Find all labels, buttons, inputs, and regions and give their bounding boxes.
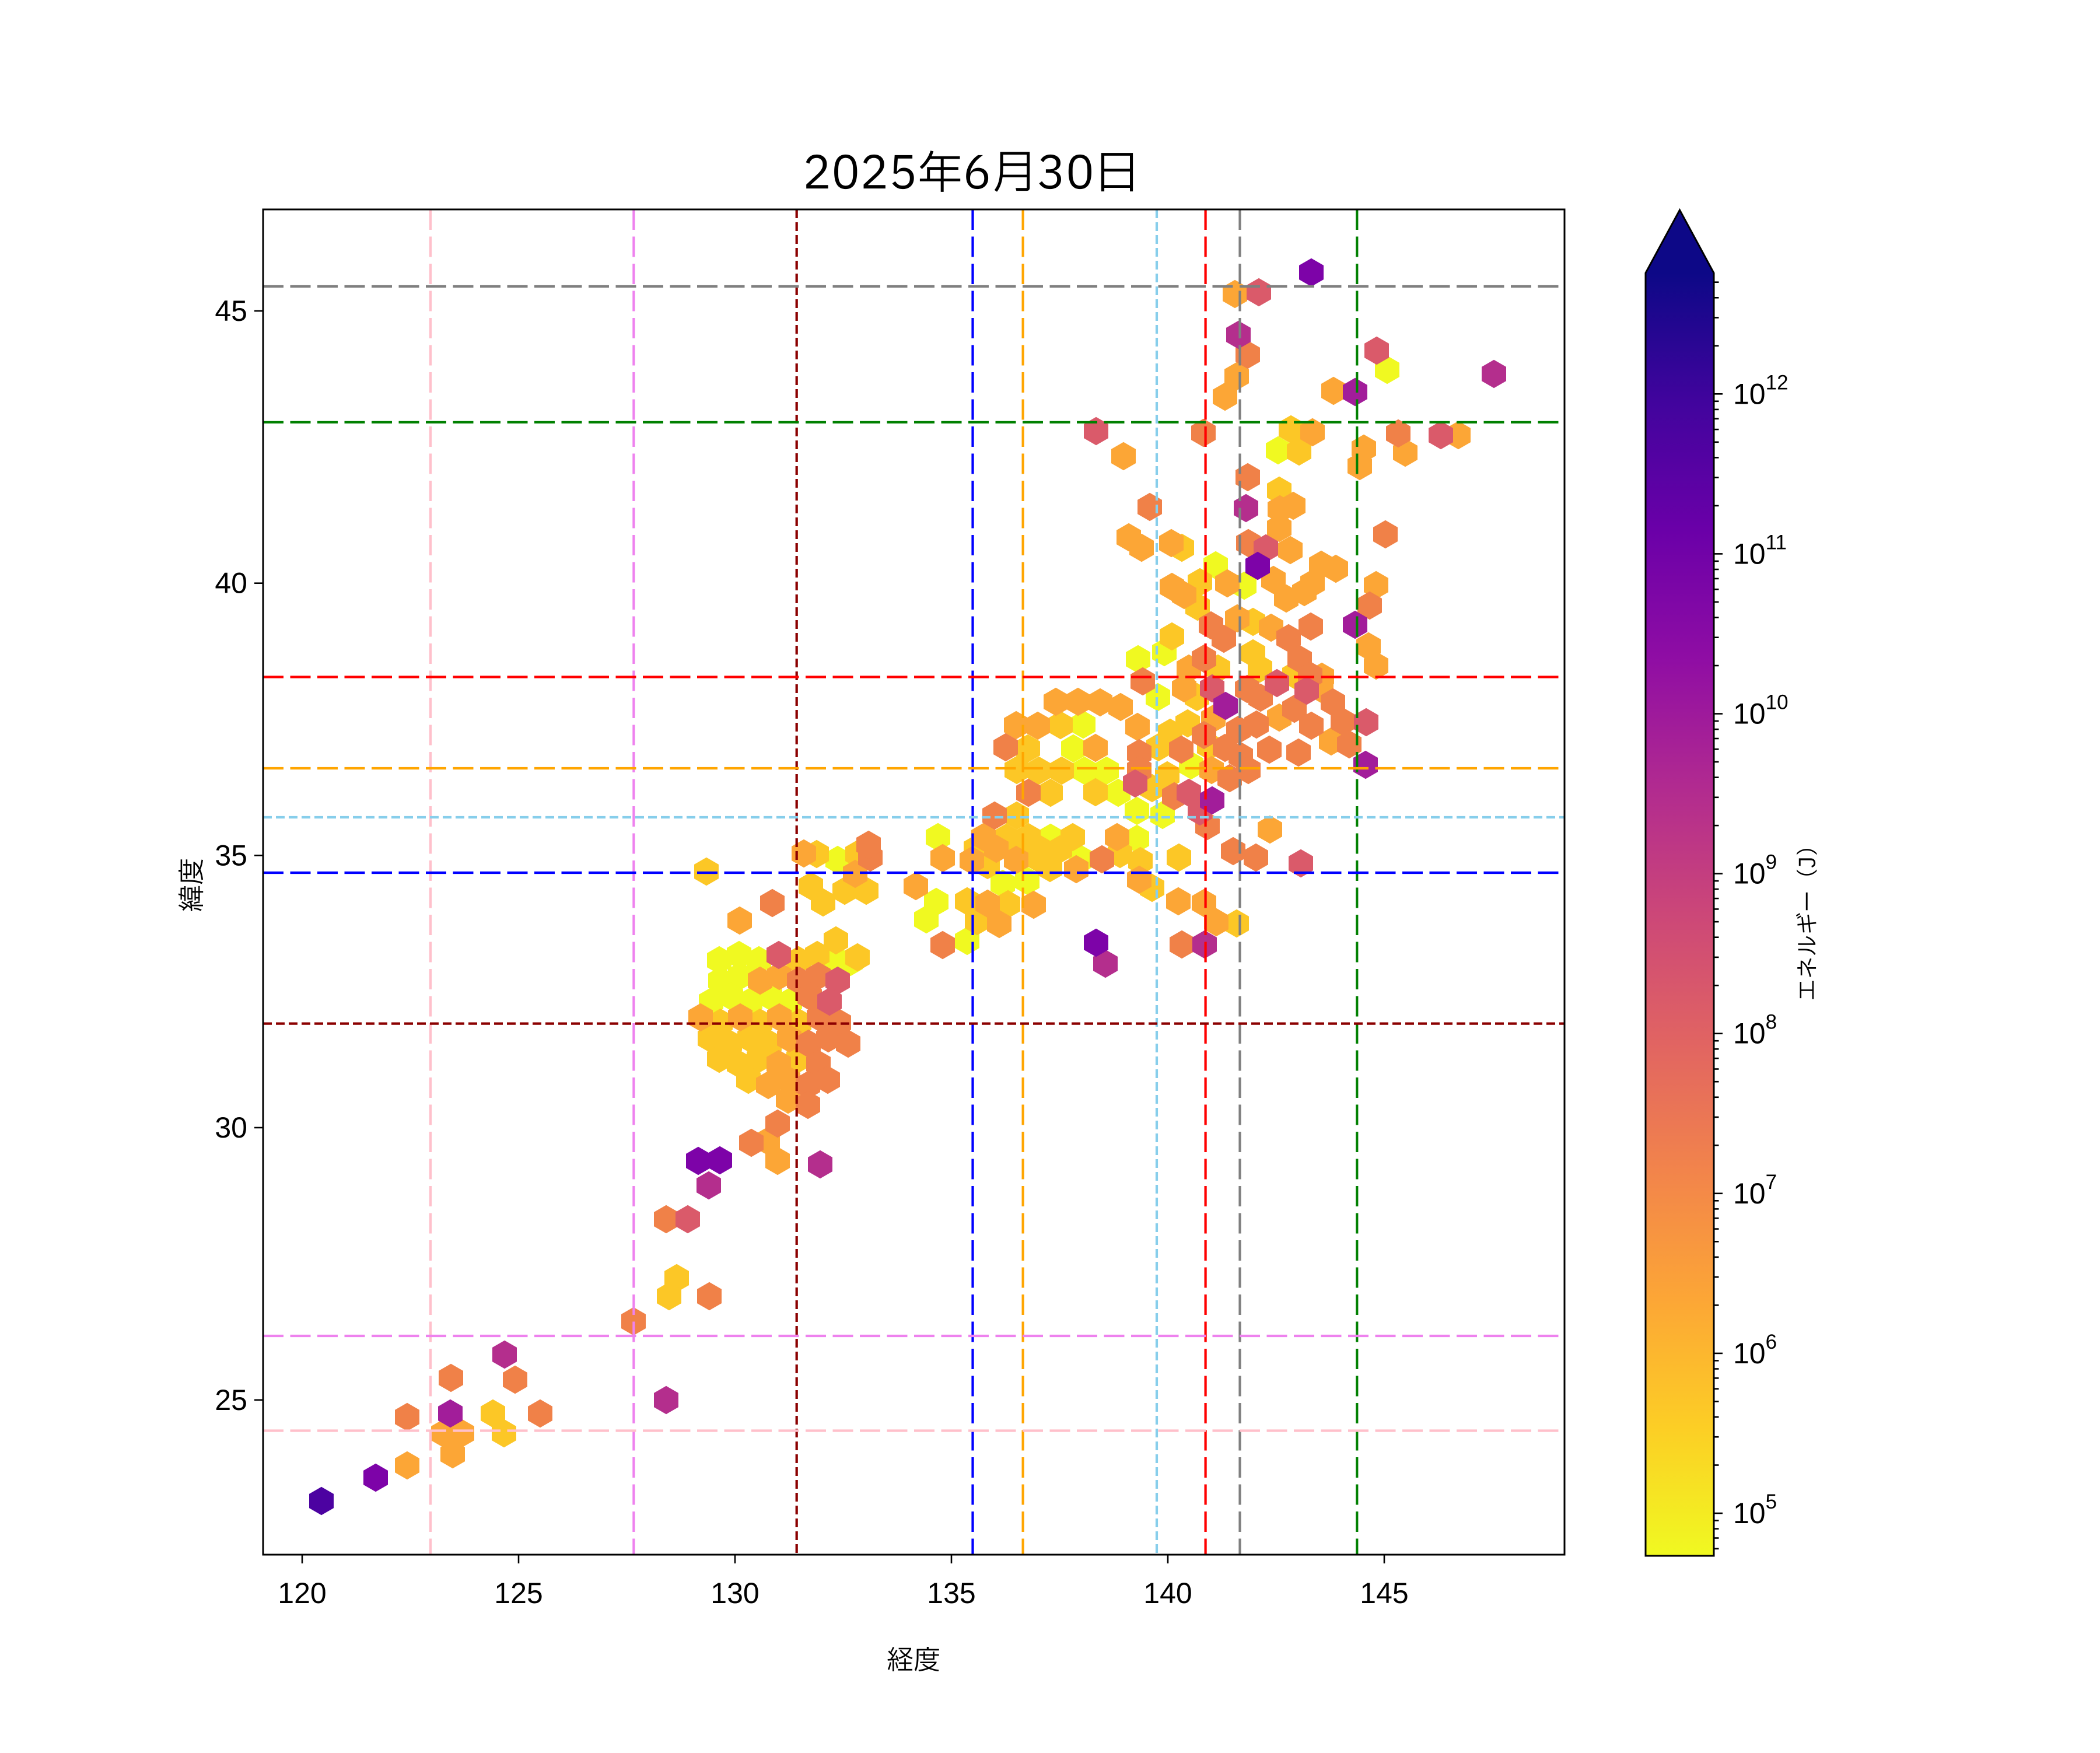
svg-text:45: 45 — [215, 295, 247, 327]
svg-text:35: 35 — [215, 839, 247, 872]
svg-text:25: 25 — [215, 1384, 247, 1416]
svg-text:120: 120 — [278, 1577, 326, 1609]
svg-text:135: 135 — [927, 1577, 975, 1609]
svg-text:130: 130 — [710, 1577, 759, 1609]
svg-text:140: 140 — [1143, 1577, 1192, 1609]
svg-text:40: 40 — [215, 567, 247, 600]
svg-text:106: 106 — [1733, 1331, 1777, 1370]
svg-text:145: 145 — [1360, 1577, 1408, 1609]
svg-text:125: 125 — [494, 1577, 542, 1609]
svg-text:30: 30 — [215, 1111, 247, 1144]
